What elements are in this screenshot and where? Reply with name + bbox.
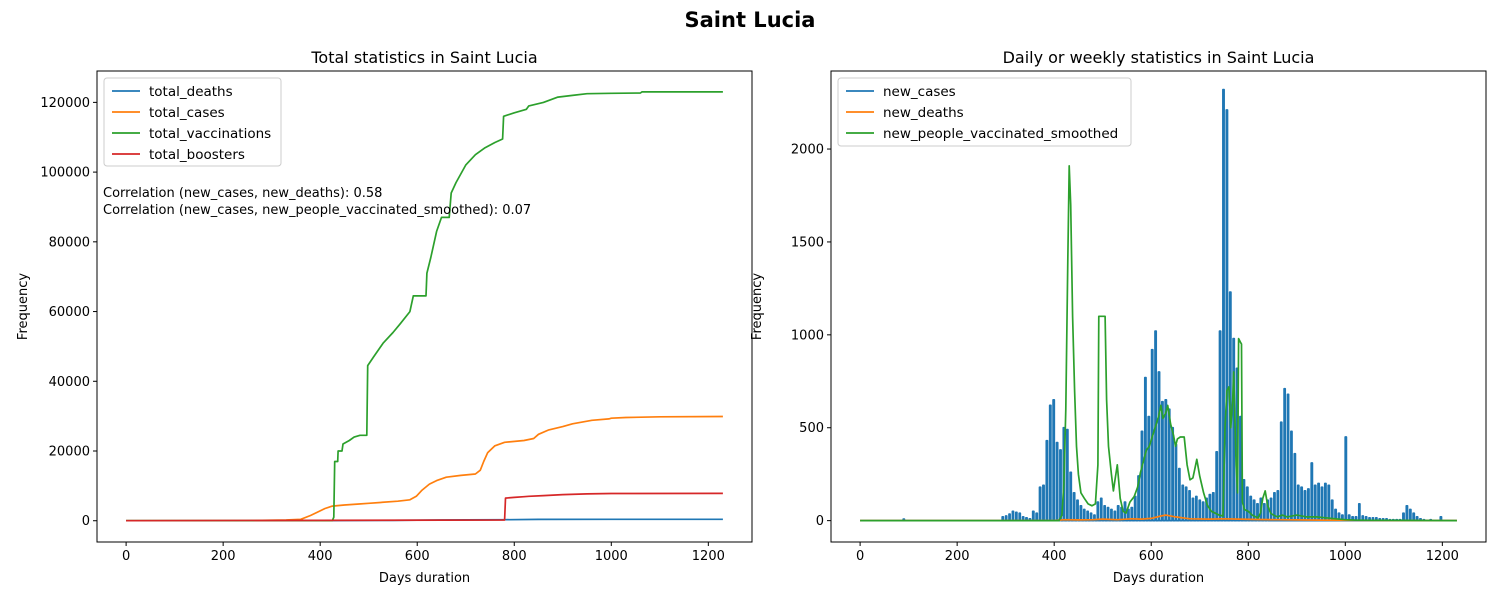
correlation-annotation: Correlation (new_cases, new_deaths): 0.5… (103, 186, 382, 201)
legend-entry: new_cases (883, 84, 956, 100)
panel-title: Total statistics in Saint Lucia (310, 48, 537, 67)
x-tick-label: 800 (502, 549, 527, 564)
x-tick-label: 800 (1236, 549, 1261, 564)
series-line-total-vaccinations (126, 91, 723, 522)
legend-box (103, 77, 282, 167)
x-tick-label: 0 (856, 549, 864, 564)
plot-area (860, 88, 1457, 522)
axes-frame (830, 70, 1487, 543)
series-line-total-boosters (126, 492, 723, 522)
x-tick-label: 1200 (692, 549, 725, 564)
x-tick-label: 600 (1139, 549, 1164, 564)
plot-area (126, 91, 723, 522)
x-tick-label: 0 (122, 549, 130, 564)
legend-entry: total_boosters (149, 147, 245, 163)
series-line-new-deaths (860, 514, 1457, 522)
x-axis-label: Days duration (379, 571, 470, 586)
y-tick-label: 60000 (49, 305, 90, 320)
legend: total_deaths total_cases total_vaccination… (103, 77, 282, 167)
y-tick-label: 1500 (791, 235, 824, 250)
figure-title: Saint Lucia (684, 8, 816, 32)
y-tick-label: 100000 (40, 166, 90, 181)
x-tick-label: 1000 (1329, 549, 1362, 564)
correlation-annotation: Correlation (new_cases, new_people_vacci… (103, 203, 531, 218)
chart-panel-1: 0 200 400 600 800 1000 1200 0 20000 40000 60000 800… (16, 48, 753, 586)
legend: new_cases new_deaths new_people_vaccinated… (837, 77, 1132, 147)
y-tick-label: 20000 (49, 445, 90, 460)
legend-entry: total_vaccinations (149, 126, 271, 142)
y-tick-label: 500 (799, 421, 824, 436)
legend-entry: new_people_vaccinated_smoothed (883, 126, 1118, 142)
x-tick-label: 200 (211, 549, 236, 564)
x-tick-label: 600 (405, 549, 430, 564)
x-tick-label: 400 (1042, 549, 1067, 564)
y-axis-label: Frequency (750, 273, 765, 340)
y-axis-label: Frequency (16, 273, 31, 340)
chart-panel-2: 0 200 400 600 800 1000 1200 0 500 1000 1500 2000 Day… (750, 48, 1487, 586)
legend-entry: new_deaths (883, 105, 964, 121)
legend-entry: total_deaths (149, 84, 233, 100)
axes-frame (96, 70, 753, 543)
x-tick-label: 1200 (1426, 549, 1459, 564)
panel-title: Daily or weekly statistics in Saint Luci… (1003, 48, 1315, 67)
y-tick-label: 0 (816, 514, 824, 529)
x-tick-label: 400 (308, 549, 333, 564)
x-tick-label: 200 (945, 549, 970, 564)
y-tick-label: 2000 (791, 143, 824, 158)
y-tick-label: 40000 (49, 375, 90, 390)
series-line-new-cases (860, 88, 1457, 522)
x-tick-label: 1000 (595, 549, 628, 564)
y-tick-label: 0 (82, 514, 90, 529)
y-tick-label: 120000 (40, 96, 90, 111)
series-line-new-people-vaccinated-smoothed (860, 164, 1457, 522)
y-tick-label: 1000 (791, 328, 824, 343)
y-tick-label: 80000 (49, 235, 90, 250)
legend-entry: total_cases (149, 105, 225, 121)
x-axis-label: Days duration (1113, 571, 1204, 586)
legend-box (837, 77, 1132, 147)
series-line-total-cases (126, 415, 723, 522)
